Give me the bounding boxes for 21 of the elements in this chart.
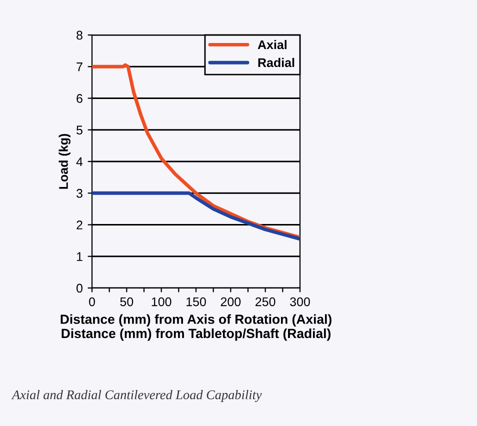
x-tick-label: 100 (152, 297, 172, 306)
y-tick-label: 5 (76, 126, 82, 135)
y-tick-label: 1 (76, 252, 82, 261)
y-tick-label: 6 (76, 94, 82, 103)
x-tick-label: 150 (186, 297, 206, 306)
x-tick-label: 200 (220, 297, 241, 306)
x-tick-label: 250 (256, 297, 276, 306)
text: Axial and Radial Cantilevered Load Capability (11, 390, 262, 402)
legend-label: Radial (258, 58, 294, 68)
y-tick-label: 3 (76, 188, 82, 198)
x-axis-title: Distance (mm) from Axis of Rotation (Axial) Distance (mm) from Tabletop/Shaft (Radial) (60, 314, 332, 341)
x-tick-label: 50 (120, 297, 134, 306)
y-axis-title: Load (kg) (58, 134, 70, 189)
legend-label: Axial (258, 40, 286, 50)
y-tick-label: 7 (76, 62, 82, 72)
x-tick-label: 0 (89, 297, 95, 306)
y-tick-label: 2 (76, 220, 82, 230)
y-tick-label: 8 (76, 30, 82, 40)
y-tick-label: 0 (76, 284, 82, 293)
y-tick-label: 4 (76, 157, 83, 166)
x-tick-label: 300 (290, 297, 310, 306)
